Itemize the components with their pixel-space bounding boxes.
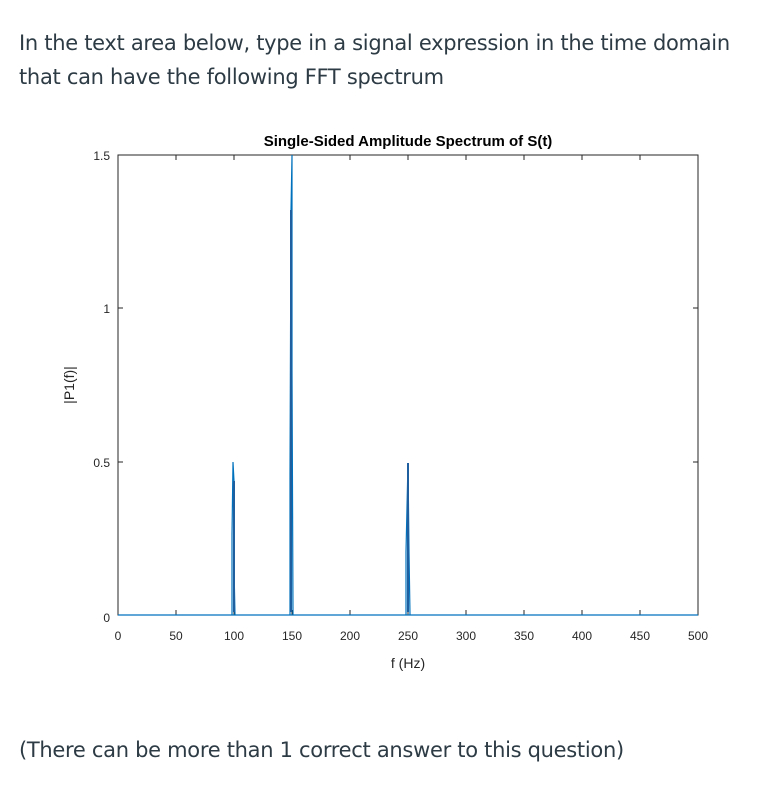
question-prompt: In the text area below, type in a signal… — [19, 31, 730, 89]
question-note: (There can be more than 1 correct answer… — [19, 738, 624, 762]
x-tick-label: 100 — [224, 629, 244, 643]
y-tick-label: 1 — [103, 302, 110, 316]
x-tick-label: 250 — [398, 629, 418, 643]
fft-spectrum-chart: Single-Sided Amplitude Spectrum of S(t) … — [0, 120, 762, 690]
x-tick-label: 150 — [282, 629, 302, 643]
spectrum-series — [118, 154, 698, 616]
y-axis-label: |P1(f)| — [61, 366, 77, 404]
x-tick-label: 300 — [456, 629, 476, 643]
x-axis-label: f (Hz) — [391, 655, 425, 671]
x-tick-label: 0 — [115, 629, 122, 643]
x-tick-label: 400 — [572, 629, 592, 643]
x-tick-label: 50 — [169, 629, 183, 643]
x-tick-label: 500 — [688, 629, 708, 643]
chart-title: Single-Sided Amplitude Spectrum of S(t) — [264, 133, 553, 150]
x-tick-label: 350 — [514, 629, 534, 643]
chart-svg: Single-Sided Amplitude Spectrum of S(t) … — [61, 133, 708, 671]
x-tick-label: 450 — [630, 629, 650, 643]
y-tick-label: 0.5 — [93, 456, 110, 470]
y-axis: 1.5 1 0.5 0 — [93, 149, 698, 625]
y-tick-label: 0 — [103, 611, 110, 625]
x-tick-label: 200 — [340, 629, 360, 643]
y-tick-label: 1.5 — [93, 149, 110, 163]
